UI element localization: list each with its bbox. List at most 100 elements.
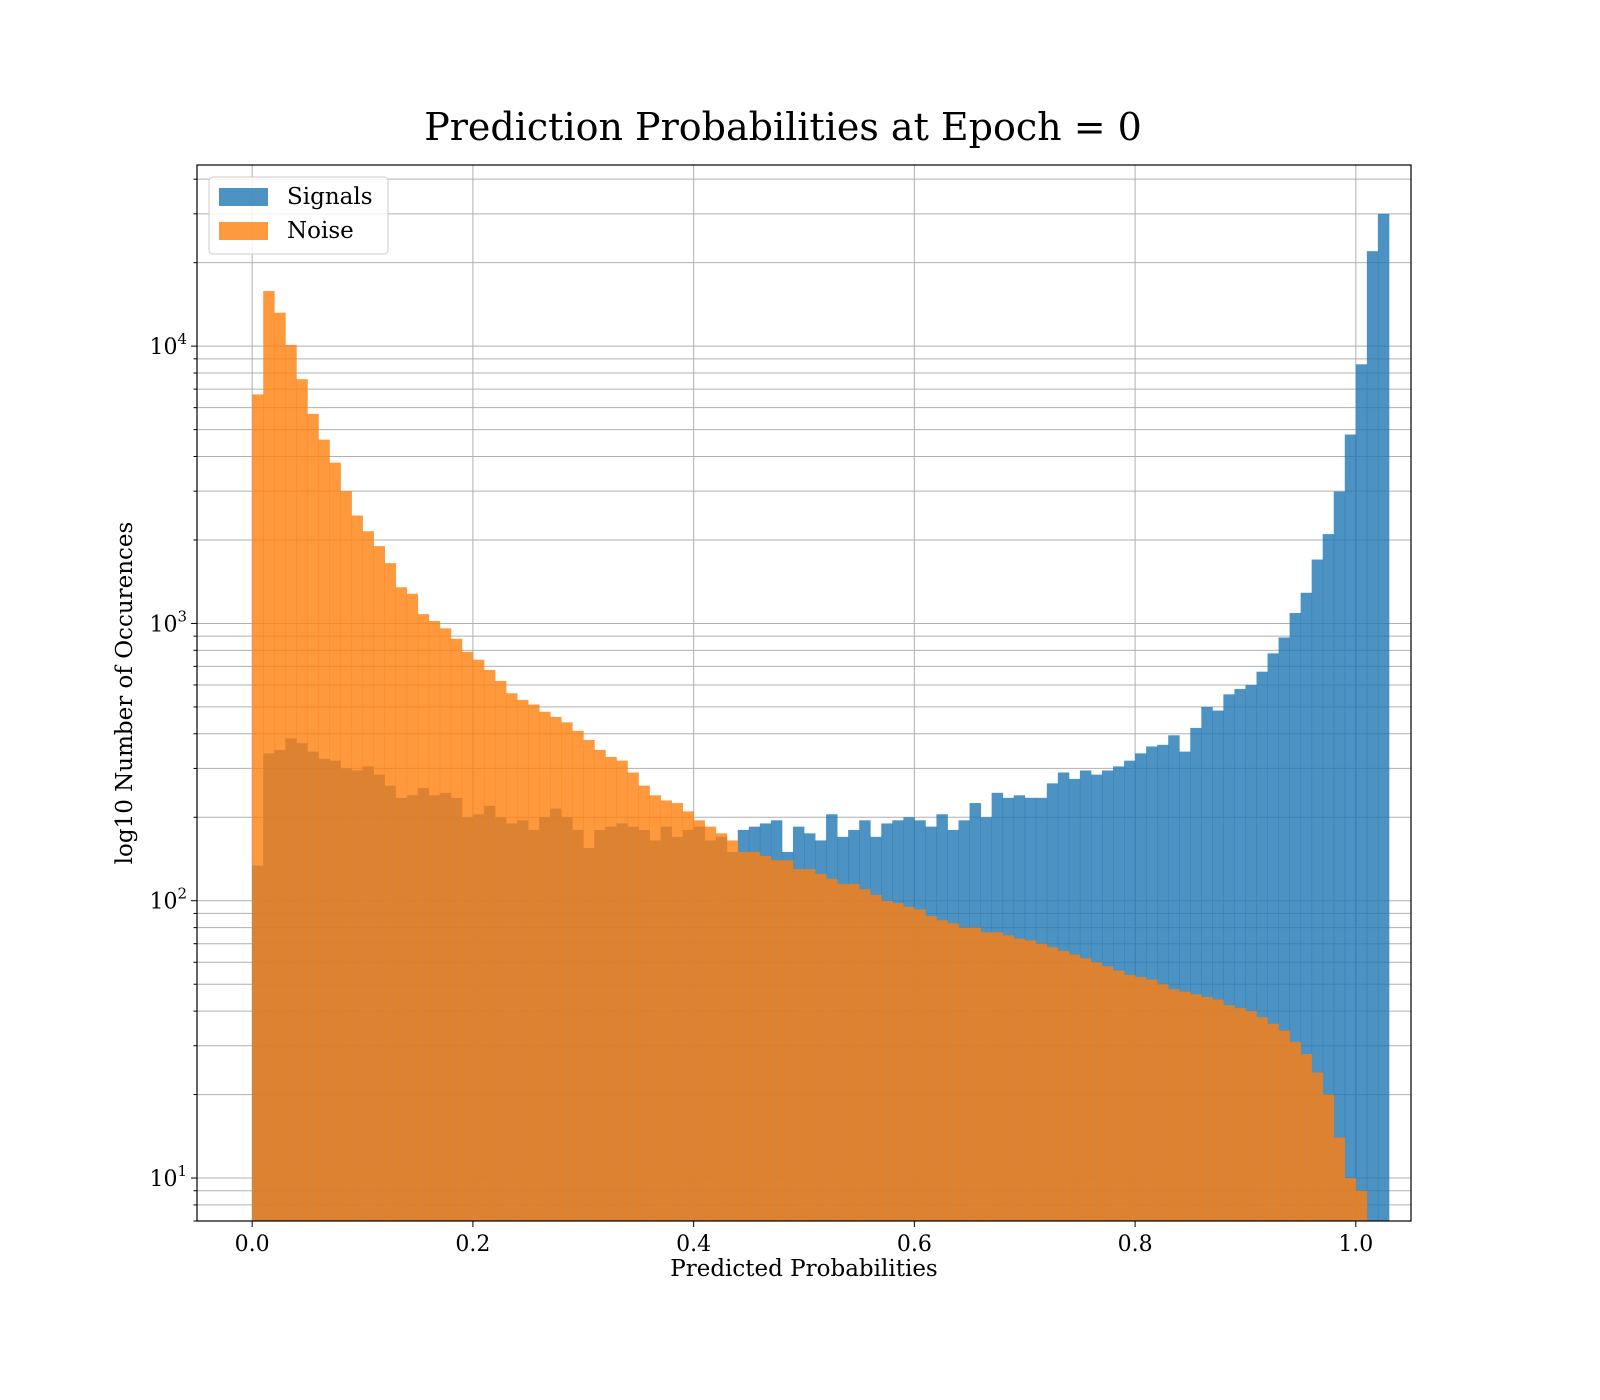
noise-bar	[1157, 984, 1169, 1221]
noise-bar	[1289, 1041, 1302, 1221]
noise-bar	[682, 811, 695, 1221]
signals-bar	[1366, 251, 1379, 1221]
noise-bar	[969, 927, 981, 1221]
noise-bar	[1035, 943, 1048, 1221]
noise-bar	[1212, 999, 1224, 1221]
signals-bar	[1157, 744, 1169, 1221]
noise-bar	[1256, 1017, 1268, 1221]
signals-bar	[1311, 559, 1324, 1221]
noise-bar	[638, 785, 650, 1221]
signals-bar	[1179, 751, 1191, 1221]
signals-bar	[1201, 706, 1213, 1221]
noise-bar	[1146, 979, 1158, 1221]
noise-bar	[726, 840, 739, 1221]
legend-swatch-signals	[219, 188, 268, 206]
noise-bar	[1300, 1054, 1313, 1221]
x-tick-label: 0.2	[455, 1232, 490, 1257]
x-tick-label: 0.6	[897, 1232, 932, 1257]
noise-bar	[1113, 970, 1125, 1221]
noise-bar	[815, 873, 827, 1221]
noise-bar	[627, 772, 639, 1221]
noise-bar	[461, 651, 474, 1221]
signals-bar	[1377, 213, 1390, 1221]
noise-bar	[1245, 1011, 1257, 1221]
signals-bar	[1168, 735, 1180, 1221]
noise-bar	[1024, 940, 1037, 1221]
noise-bar	[285, 344, 297, 1221]
noise-bar	[925, 916, 937, 1221]
noise-bar	[506, 693, 518, 1221]
y-tick-label: 101	[149, 1162, 187, 1192]
noise-bar	[583, 739, 595, 1221]
signals-bar	[1278, 637, 1290, 1221]
y-tick-label: 103	[149, 607, 187, 637]
plot-frame	[196, 164, 1412, 1222]
noise-bar	[1234, 1008, 1246, 1221]
x-tick-label: 0.8	[1118, 1232, 1153, 1257]
noise-bar	[792, 869, 805, 1221]
noise-bar	[715, 833, 728, 1221]
noise-bar	[362, 531, 374, 1221]
noise-bar	[848, 883, 860, 1221]
noise-bar	[1013, 938, 1026, 1221]
legend-swatch-noise	[219, 222, 268, 240]
noise-bar	[903, 906, 915, 1221]
noise-bar	[704, 826, 717, 1221]
noise-bar	[892, 903, 904, 1221]
noise-bar	[649, 795, 661, 1221]
noise-bar	[1057, 950, 1070, 1221]
noise-bar	[759, 855, 772, 1221]
noise-bar	[373, 546, 386, 1221]
noise-bar	[1068, 954, 1081, 1221]
y-axis-ticks: 101 102 103 104	[149, 178, 197, 1222]
noise-bar	[252, 394, 264, 1221]
noise-bar	[770, 860, 783, 1221]
noise-bar	[1135, 977, 1147, 1221]
noise-bar	[472, 659, 485, 1221]
x-tick-label: 0.0	[235, 1232, 270, 1257]
noise-bar	[980, 932, 993, 1221]
noise-bar	[296, 379, 308, 1221]
signals-bar	[1267, 653, 1279, 1221]
chart-title: Prediction Probabilities at Epoch = 0	[424, 105, 1142, 149]
noise-bar	[539, 711, 551, 1221]
noise-bar	[1223, 1005, 1235, 1221]
noise-bar	[616, 760, 628, 1221]
noise-bar	[550, 716, 562, 1221]
noise-bar	[340, 491, 352, 1221]
noise-bar	[660, 800, 672, 1221]
noise-bar	[1355, 1190, 1368, 1221]
noise-bar	[605, 756, 617, 1221]
noise-bar	[318, 439, 330, 1221]
noise-bar	[406, 593, 419, 1221]
y-axis-label: log10 Number of Occurences	[112, 522, 138, 865]
noise-bar	[450, 638, 463, 1221]
noise-bar	[1079, 958, 1092, 1221]
noise-bar	[737, 851, 750, 1221]
noise-bar	[384, 563, 397, 1221]
x-tick-label: 1.0	[1338, 1232, 1373, 1257]
legend: Signals Noise	[208, 176, 389, 255]
noise-bar	[1179, 991, 1191, 1221]
noise-bar	[881, 900, 893, 1221]
signals-bar	[1355, 364, 1368, 1221]
signals-bar	[1256, 671, 1268, 1221]
noise-bar	[329, 462, 341, 1221]
noise-bar	[1278, 1030, 1290, 1221]
noise-bar	[1311, 1072, 1324, 1221]
noise-bars	[252, 291, 1368, 1222]
signals-bar	[1344, 434, 1357, 1221]
noise-bar	[671, 803, 683, 1221]
noise-bar	[748, 851, 761, 1221]
noise-bar	[1267, 1023, 1279, 1221]
noise-bar	[263, 291, 275, 1221]
noise-bar	[395, 587, 408, 1221]
noise-bar	[1344, 1178, 1357, 1221]
noise-bar	[870, 894, 882, 1221]
noise-bar	[561, 722, 573, 1221]
noise-bar	[1333, 1137, 1346, 1221]
noise-bar	[947, 923, 959, 1221]
legend-label-noise: Noise	[287, 218, 354, 244]
x-tick-label: 0.4	[676, 1232, 711, 1257]
